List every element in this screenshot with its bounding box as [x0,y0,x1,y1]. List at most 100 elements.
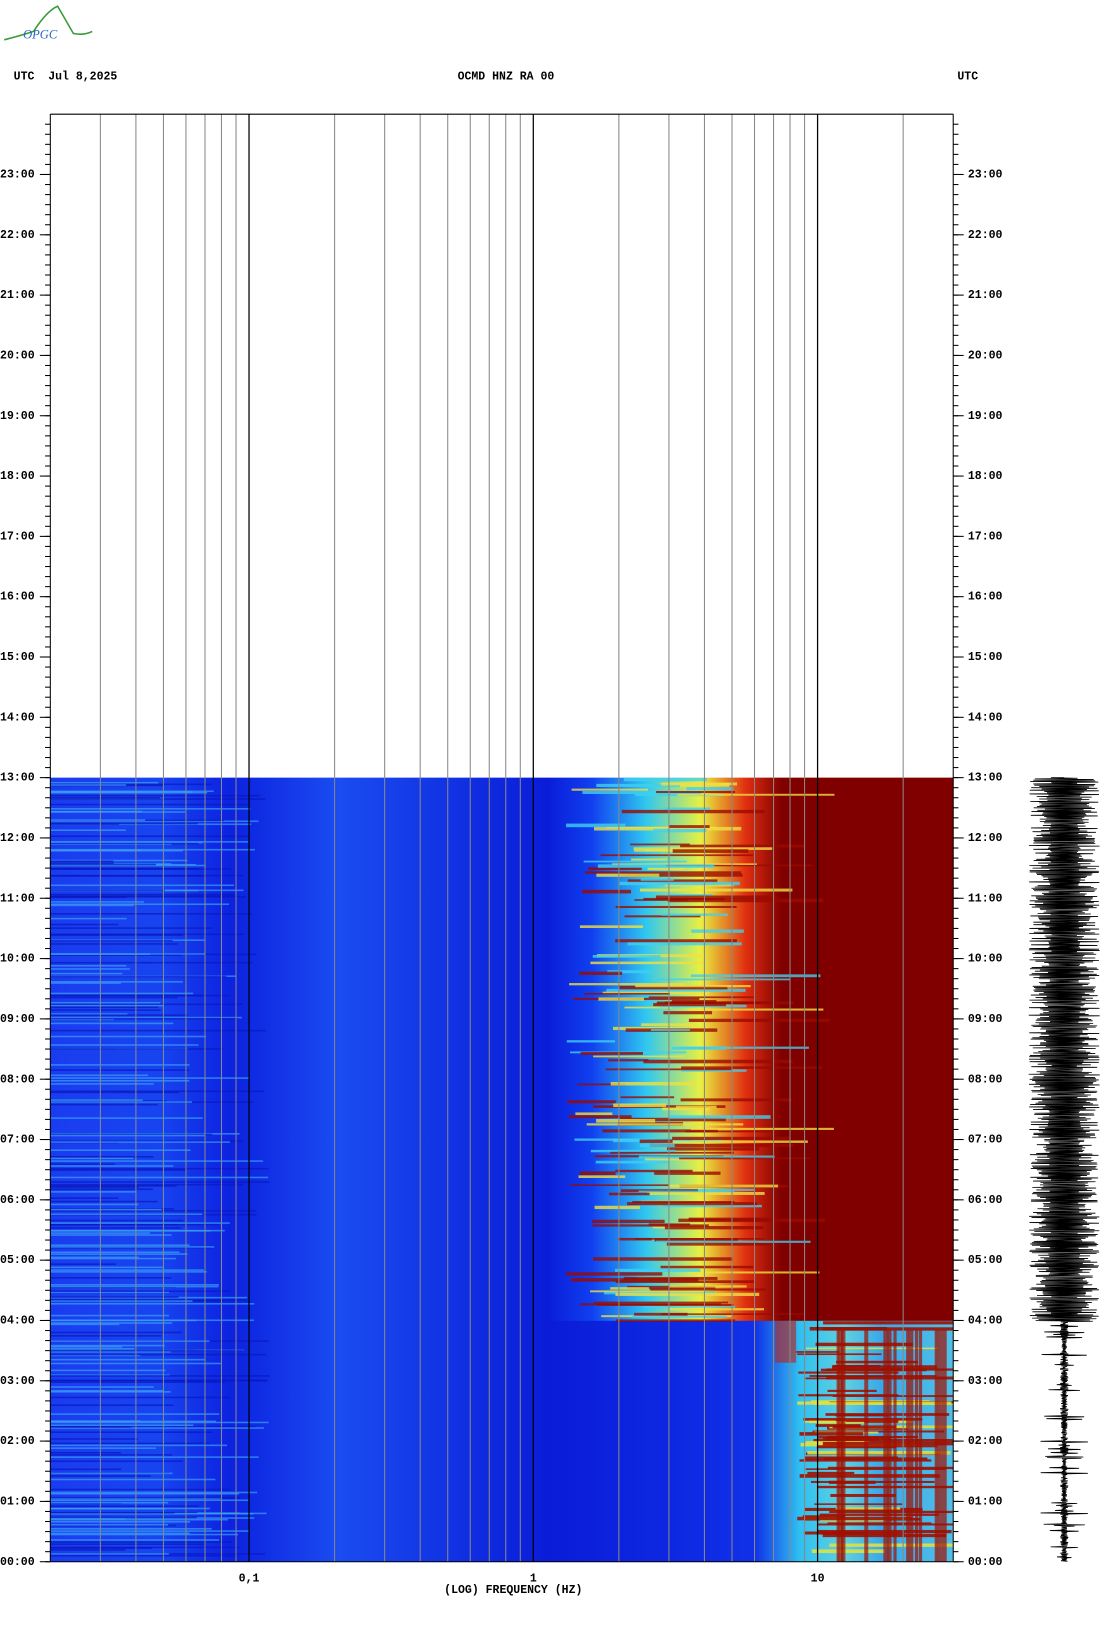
streak [50,1188,153,1191]
streak [799,1432,864,1436]
streak [906,1330,909,1562]
streak [656,1240,811,1243]
streak [50,1208,162,1211]
streak [797,1516,913,1521]
streak [50,1266,164,1269]
streak [50,1424,194,1427]
streak [690,1127,834,1130]
streak [50,874,244,877]
y-tick-label: 00:00 [0,1556,35,1569]
streak [50,1141,230,1143]
streak [632,1200,735,1204]
streak [615,905,737,908]
y-tick-label: 08:00 [0,1073,35,1086]
streak [50,1421,269,1424]
streak [631,858,667,861]
streak [50,1322,173,1324]
streak [50,923,119,926]
logo: OPGC [4,5,93,41]
streak [918,1330,923,1562]
chart-title: OCMD HNZ RA 00 [458,71,555,84]
streak [50,1379,268,1382]
streak [50,1160,264,1162]
streak [574,1138,692,1141]
streak [643,1059,793,1064]
streak [50,1017,238,1020]
streak [645,1157,694,1161]
y-tick-label: 10:00 [0,953,35,966]
streak [610,1081,696,1086]
y-tick-label: 22:00 [0,229,35,242]
seismogram [1028,777,1100,1562]
streak [584,871,742,874]
streak [50,1157,134,1160]
streak [50,994,203,997]
streak [50,1517,126,1520]
streak [50,1156,154,1158]
streak [655,895,777,900]
streak [627,942,742,946]
y-tick-label: 09:00 [968,1013,1003,1026]
streak [830,1494,896,1497]
streak [50,1541,233,1543]
streak [50,1518,228,1521]
streak [656,790,736,794]
streak [50,1447,157,1449]
streak [681,1069,747,1072]
streak [798,1371,899,1374]
streak [50,1438,139,1440]
streak [836,1330,840,1562]
streak [50,1547,152,1549]
streak [634,849,689,852]
streak [50,1543,205,1545]
y-tick-label: 19:00 [0,410,35,423]
streak [50,784,127,786]
y-tick-label: 21:00 [0,289,35,302]
streak [883,1330,889,1562]
streak [50,862,114,865]
streak [50,1263,116,1265]
streak [623,777,708,782]
streak [638,1190,735,1193]
streak [618,1237,652,1241]
streak [822,1327,954,1331]
streak [566,1272,663,1276]
right-label: UTC [957,71,978,84]
y-tick-label: 23:00 [968,169,1003,182]
streak [50,1354,141,1357]
streak [669,1308,764,1311]
streak [50,1389,164,1392]
streak [588,867,642,871]
streak [571,788,649,791]
streak [571,1278,699,1282]
streak [566,1040,616,1043]
streak [815,1342,913,1347]
streak [586,1123,744,1126]
streak [579,925,644,929]
streak [657,1188,755,1191]
streak [826,1437,879,1441]
y-tick-label: 01:00 [0,1495,35,1508]
streak [626,1202,758,1206]
streak [640,878,674,881]
streak [50,1100,167,1102]
streak [50,961,253,964]
streak [50,820,259,823]
streak [50,968,131,970]
streak [679,1046,809,1049]
streak [50,1103,158,1106]
streak [50,1442,210,1445]
y-tick-label: 16:00 [0,591,35,604]
y-tick-label: 11:00 [0,892,35,905]
streak [50,917,127,920]
streak [799,1474,940,1478]
streak [665,864,813,867]
streak [806,1347,939,1350]
streak [816,1375,889,1378]
streak [50,1507,166,1510]
streak [608,1059,649,1062]
streak [828,1480,876,1484]
streak [50,939,173,942]
streak [50,1454,173,1456]
